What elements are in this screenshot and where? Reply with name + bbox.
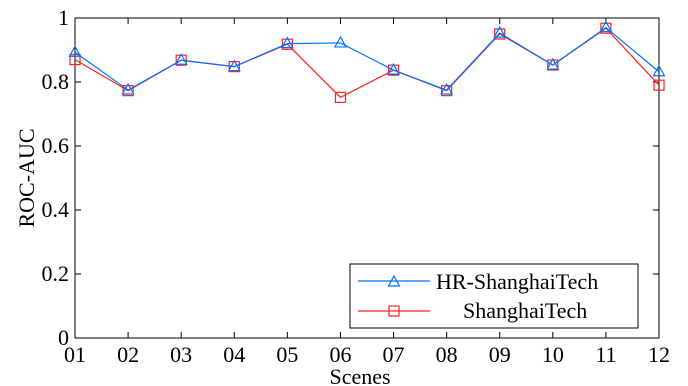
data-point-shanghaitech (653, 79, 665, 91)
legend-box (349, 263, 639, 329)
series-layer (68, 20, 666, 103)
x-tick-label: 04 (223, 342, 245, 367)
x-axis-label: Scenes (329, 364, 390, 386)
data-point-hr-shanghaitech (387, 62, 401, 75)
y-tick-label: 0 (58, 325, 69, 350)
x-axis-ticks: 01 02 03 04 05 06 07 08 09 10 11 12 (64, 18, 670, 367)
data-point-hr-shanghaitech (68, 44, 82, 57)
data-point-hr-shanghaitech (599, 20, 613, 33)
data-point-hr-shanghaitech (546, 57, 560, 70)
x-tick-label: 09 (489, 342, 511, 367)
series-line-shanghaitech (74, 27, 660, 99)
legend-label-hr-shanghaitech: HR-ShanghaiTech (436, 269, 598, 294)
x-tick-label: 05 (276, 342, 298, 367)
plot-frame (74, 17, 660, 339)
x-tick-label: 12 (648, 342, 670, 367)
data-point-hr-shanghaitech (280, 36, 294, 49)
data-point-hr-shanghaitech (227, 59, 241, 72)
data-point-hr-shanghaitech (440, 82, 454, 95)
y-tick-label: 0.6 (42, 133, 70, 158)
data-point-hr-shanghaitech (652, 64, 666, 77)
x-tick-label: 08 (436, 342, 458, 367)
legend-label-shanghaitech: ShanghaiTech (463, 298, 587, 323)
data-point-shanghaitech (122, 85, 134, 97)
x-tick-label: 10 (542, 342, 564, 367)
data-point-hr-shanghaitech (121, 82, 135, 95)
data-point-hr-shanghaitech (174, 52, 188, 65)
data-point-hr-shanghaitech (493, 25, 507, 38)
x-tick-label: 11 (595, 342, 616, 367)
data-point-shanghaitech (69, 53, 81, 66)
data-point-hr-shanghaitech (333, 35, 347, 48)
legend-marker-square (388, 305, 400, 317)
data-point-shanghaitech (600, 22, 612, 34)
data-point-shanghaitech (281, 38, 293, 50)
x-tick-label: 03 (170, 342, 192, 367)
x-tick-label: 07 (383, 342, 405, 367)
data-point-shanghaitech (494, 28, 506, 40)
x-tick-label: 06 (329, 342, 351, 367)
y-tick-label: 0.8 (42, 69, 70, 94)
y-axis-label: ROC-AUC (14, 128, 39, 227)
y-tick-label: 1 (58, 5, 69, 30)
legend-marker-triangle (387, 274, 401, 287)
y-tick-label: 0.4 (42, 197, 70, 222)
data-point-shanghaitech (334, 91, 347, 103)
series-line-hr-shanghaitech (74, 26, 660, 91)
legend: HR-ShanghaiTech ShanghaiTech (349, 263, 639, 329)
y-axis-ticks: 0 0.2 0.4 0.6 0.8 1 (42, 5, 659, 350)
data-point-shanghaitech (441, 85, 453, 97)
x-tick-label: 02 (117, 342, 139, 367)
x-tick-label: 01 (64, 342, 86, 367)
y-tick-label: 0.2 (42, 261, 70, 286)
